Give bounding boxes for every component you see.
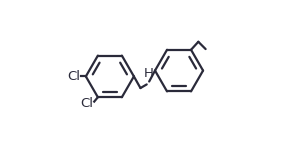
Text: H: H (143, 67, 153, 80)
Text: Cl: Cl (67, 70, 80, 83)
Text: Cl: Cl (80, 97, 93, 110)
